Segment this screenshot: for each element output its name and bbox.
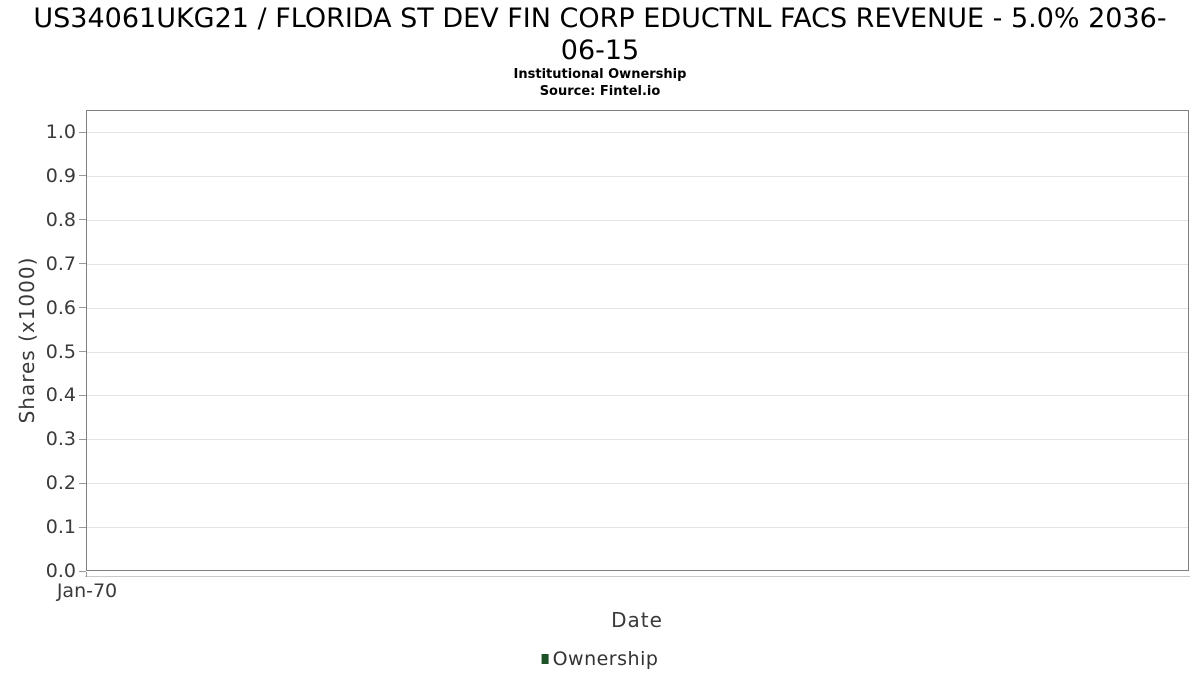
gridline: [87, 132, 1188, 133]
y-tick-label: 0.9: [45, 164, 76, 187]
x-tick-label: Jan-70: [56, 580, 118, 602]
legend-series-marker: [541, 654, 549, 664]
gridline: [87, 483, 1188, 485]
gridline: [87, 263, 1188, 265]
gridline: [87, 307, 1188, 309]
legend-item-ownership[interactable]: Ownership: [541, 647, 659, 671]
y-tick-label: 0.1: [45, 516, 76, 539]
y-tick-mark: [79, 570, 86, 572]
chart-source-label: Source: Fintel.io: [539, 84, 661, 99]
y-tick-mark: [79, 438, 86, 440]
y-tick-mark: [79, 394, 86, 396]
gridline: [87, 175, 1188, 177]
plot-area: [86, 110, 1189, 571]
chart-title: US34061UKG21 / FLORIDA ST DEV FIN CORP E…: [33, 3, 1167, 66]
y-tick-label: 0.8: [45, 208, 76, 231]
y-tick-label: 0.4: [45, 384, 76, 407]
y-tick-mark: [79, 526, 86, 528]
y-tick-mark: [79, 351, 86, 352]
legend-series-label: Ownership: [552, 648, 659, 670]
y-tick-mark: [79, 482, 86, 484]
y-tick-label: 1.0: [45, 121, 76, 143]
y-tick-label: 0.2: [45, 472, 76, 495]
chart-subtitle: Institutional Ownership: [513, 67, 687, 82]
gridline: [87, 439, 1188, 441]
y-tick-mark: [79, 263, 86, 265]
y-tick-mark: [79, 175, 86, 177]
x-axis-line: [85, 576, 1190, 577]
y-tick-label: 0.6: [45, 296, 76, 319]
gridline: [87, 219, 1188, 221]
y-tick-label: 0.7: [45, 252, 76, 275]
y-tick-label: 0.3: [45, 428, 76, 451]
y-tick-mark: [79, 219, 86, 221]
x-tick-mark: [86, 572, 87, 577]
x-axis-title: Date: [611, 608, 663, 632]
y-tick-label: 0.5: [45, 340, 76, 363]
y-tick-label: 0.0: [45, 560, 76, 582]
y-tick-mark: [79, 307, 86, 309]
gridline: [87, 527, 1188, 529]
y-tick-mark: [79, 131, 86, 133]
gridline: [87, 351, 1188, 353]
gridline: [87, 395, 1188, 397]
